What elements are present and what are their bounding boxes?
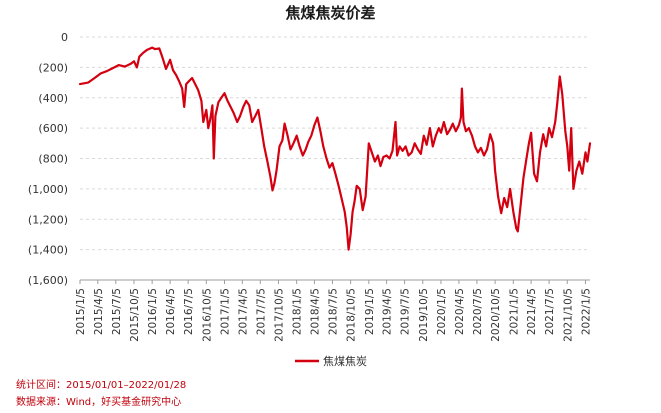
x-tick-label: 2015/7/5 [111,288,123,335]
x-tick-label: 2019/7/5 [400,288,412,335]
y-tick-label: (1,600) [28,274,68,287]
x-tick-label: 2017/1/5 [220,288,232,335]
x-tick-label: 2018/10/5 [346,288,358,342]
footer-range-text: 统计区间：2015/01/01–2022/01/28 [16,380,187,391]
x-tick-label: 2021/10/5 [562,288,574,342]
x-tick-label: 2020/10/5 [490,288,502,342]
x-tick-label: 2015/10/5 [129,288,141,342]
x-tick-label: 2019/4/5 [382,288,394,335]
x-tick-label: 2016/1/5 [147,288,159,335]
x-tick-label: 2018/7/5 [327,288,339,335]
y-tick-labels: 0 (200) (400) (600) (800) (1,000) (1,200) (1,40… [28,31,68,287]
x-tick-label: 2021/1/5 [508,288,520,335]
footer-source-text: 数据来源：Wind，好买基金研究中心 [16,397,182,408]
x-tick-label: 2019/10/5 [418,288,430,342]
x-tick-label: 2019/1/5 [364,288,376,335]
x-tick-label: 2020/1/5 [436,288,448,335]
series-layer [78,46,592,251]
x-tick-label: 2015/4/5 [93,288,105,335]
axes [79,279,590,284]
x-tick-label: 2020/4/5 [454,288,466,335]
legend-label: 焦煤焦炭 [323,355,367,368]
y-tick-label: (1,000) [28,183,68,196]
x-tick-label: 2020/7/5 [472,288,484,335]
legend: 焦煤焦炭 [295,355,367,368]
y-tick-label: (200) [38,61,68,74]
x-tick-label: 2021/7/5 [544,288,556,335]
y-tick-label: (400) [38,92,68,105]
x-tick-label: 2015/1/5 [75,288,87,335]
x-tick-label: 2016/7/5 [183,288,195,335]
y-tick-label: (1,400) [28,244,68,257]
y-tick-label: (600) [38,122,68,135]
x-tick-label: 2018/1/5 [292,288,304,335]
x-tick-label: 2016/4/5 [165,288,177,335]
series-line [78,46,592,251]
x-tick-label: 2017/10/5 [273,288,285,342]
x-tick-label: 2017/7/5 [255,288,267,335]
x-tick-label: 2016/10/5 [201,288,213,342]
y-tick-label: (800) [38,153,68,166]
y-tick-label: 0 [61,31,68,44]
x-tick-labels: 2015/1/5 2015/4/5 2015/7/5 2015/10/5 2016/1/… [75,288,592,342]
y-tick-label: (1,200) [28,213,68,226]
x-tick-label: 2017/4/5 [237,288,249,335]
x-tick-label: 2018/4/5 [309,288,321,335]
chart-title: 焦煤焦炭价差 [285,4,376,22]
x-tick-label: 2021/4/5 [526,288,538,335]
x-tick-label: 2022/1/5 [580,288,592,335]
